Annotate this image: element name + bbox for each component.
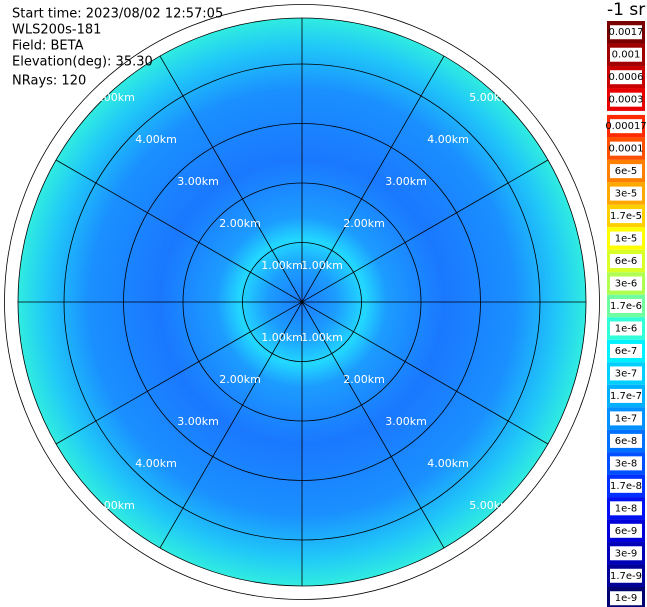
- colorbar-label: 1.7e-7: [610, 391, 642, 402]
- colorbar-label-box: [610, 523, 642, 538]
- ring-label: 1.00km: [301, 331, 343, 344]
- colorbar-label: 1.7e-9: [610, 571, 642, 582]
- colorbar-label-box: [610, 568, 642, 583]
- colorbar-label: 3e-5: [615, 189, 638, 200]
- info-line: Field: BETA: [12, 39, 84, 54]
- colorbar-label-box: [610, 164, 642, 179]
- colorbar-label-box: [610, 92, 642, 107]
- ring-label: 1.00km: [261, 331, 303, 344]
- colorbar-label-box: [610, 591, 642, 606]
- range-ring: [4, 4, 600, 600]
- colorbar-label: 1.7e-5: [610, 211, 642, 222]
- ring-label: 5.00km: [93, 499, 135, 512]
- ring-label: 2.00km: [219, 217, 261, 230]
- ring-label: 5.00km: [93, 91, 135, 104]
- colorbar-label-box: [610, 141, 642, 156]
- ring-label: 1.00km: [301, 259, 343, 272]
- ring-label: 1.00km: [261, 259, 303, 272]
- colorbar-label-box: [610, 299, 642, 313]
- colorbar-label-box: [610, 478, 642, 493]
- colorbar-label-box: [610, 119, 642, 134]
- colorbar-label-box: [610, 501, 642, 516]
- ring-label: 4.00km: [135, 133, 177, 146]
- colorbar-label-box: [610, 433, 642, 448]
- ring-label: 2.00km: [219, 373, 261, 386]
- colorbar-label: 1e-8: [615, 503, 638, 514]
- info-line: Elevation(deg): 35.30: [12, 55, 153, 70]
- colorbar-label-box: [610, 47, 642, 62]
- colorbar-label: 3e-9: [615, 548, 638, 559]
- spoke: [55, 159, 549, 445]
- ring-label: 4.00km: [427, 133, 469, 146]
- colorbar-label: 3e-6: [615, 279, 638, 290]
- colorbar: -1 sr 0.0017 0.001 0.0006 0.0003 0.00017 0.000…: [605, 0, 647, 607]
- colorbar-label: 0.0003: [609, 95, 644, 106]
- colorbar-label: 6e-7: [615, 346, 638, 357]
- colorbar-label-box: [610, 366, 642, 381]
- colorbar-label: 3e-8: [615, 458, 638, 469]
- colorbar-label-box: [610, 70, 642, 85]
- colorbar-label-box: [610, 321, 642, 336]
- colorbar-label: 1e-9: [615, 593, 638, 604]
- colorbar-label: 1.7e-6: [610, 301, 642, 312]
- ring-label: 3.00km: [385, 175, 427, 188]
- colorbar-label: 6e-9: [615, 526, 638, 537]
- colorbar-label: 1e-5: [615, 234, 638, 245]
- ring-label: 2.00km: [343, 217, 385, 230]
- colorbar-label: 1.7e-8: [610, 481, 642, 492]
- colorbar-label-box: [610, 343, 642, 358]
- info-line: WLS200s-181: [12, 23, 101, 38]
- colorbar-label-box: [610, 186, 642, 201]
- colorbar-label: 6e-5: [615, 166, 638, 177]
- grid: [4, 4, 600, 600]
- colorbar-label-box: [610, 25, 642, 40]
- colorbar-label: 0.0001: [609, 144, 644, 155]
- ring-label: 5.00km: [469, 499, 511, 512]
- ring-label: 3.00km: [177, 175, 219, 188]
- colorbar-label: 3e-7: [615, 368, 638, 379]
- colorbar-label: 6e-8: [615, 436, 638, 447]
- colorbar-label-box: [610, 546, 642, 561]
- ring-label: 3.00km: [385, 415, 427, 428]
- colorbar-label-box: [610, 388, 642, 403]
- info: Start time: 2023/08/02 12:57:05WLS200s-1…: [12, 7, 223, 89]
- ring-label: 4.00km: [427, 457, 469, 470]
- colorbar-unit: -1 sr: [607, 0, 645, 20]
- colorbar-label-box: [610, 209, 642, 224]
- colorbar-label-box: [610, 254, 642, 269]
- colorbar-label: 0.001: [612, 50, 641, 61]
- colorbar-label-box: [610, 231, 642, 246]
- info-line: Start time: 2023/08/02 12:57:05: [12, 7, 223, 22]
- ring-label: 3.00km: [177, 415, 219, 428]
- info-line: NRays: 120: [12, 74, 86, 89]
- colorbar-label: 1e-7: [615, 413, 638, 424]
- ring-label: 2.00km: [343, 373, 385, 386]
- colorbar-label: 0.0006: [609, 72, 644, 83]
- colorbar-label: 1e-6: [615, 323, 638, 334]
- colorbar-label-box: [610, 456, 642, 471]
- ring-label: 4.00km: [135, 457, 177, 470]
- colorbar-label-box: [610, 411, 642, 426]
- colorbar-label-box: [610, 276, 642, 291]
- colorbar-label: 0.00017: [605, 121, 646, 132]
- colorbar-label: 0.0017: [609, 27, 644, 38]
- colorbar-label: 6e-6: [615, 256, 638, 267]
- ring-label: 5.00km: [469, 91, 511, 104]
